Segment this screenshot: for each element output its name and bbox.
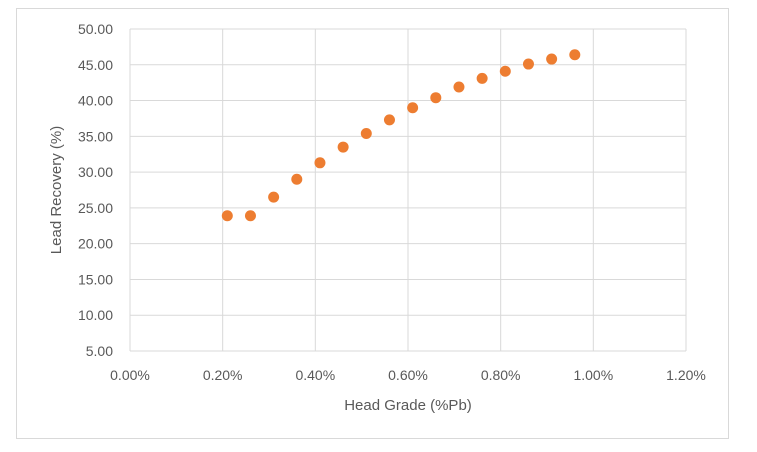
- data-point: [546, 53, 558, 65]
- chart-frame: [16, 8, 729, 439]
- data-point: [476, 72, 488, 84]
- data-point: [337, 141, 349, 153]
- y-tick-label: 15.00: [78, 271, 113, 287]
- x-axis-title: Head Grade (%Pb): [344, 397, 472, 414]
- x-tick-label: 1.20%: [666, 367, 706, 383]
- y-axis-tick-labels: 5.00 10.00 15.00 20.00 25.00 30.00 35.00 40.00 4…: [78, 21, 113, 359]
- x-axis-tick-labels: 0.00% 0.20% 0.40% 0.60% 0.80% 1.00% 1.20%: [110, 367, 706, 383]
- data-point: [522, 58, 534, 70]
- data-point: [314, 157, 326, 169]
- x-tick-label: 0.00%: [110, 367, 150, 383]
- data-point: [569, 49, 581, 61]
- data-point: [360, 127, 372, 139]
- y-tick-label: 5.00: [86, 343, 113, 359]
- y-tick-label: 40.00: [78, 93, 113, 109]
- x-tick-label: 0.80%: [481, 367, 521, 383]
- x-tick-label: 1.00%: [573, 367, 613, 383]
- data-point: [383, 114, 395, 126]
- data-point: [244, 210, 256, 222]
- data-point: [407, 102, 419, 114]
- data-point: [453, 81, 465, 93]
- data-point: [430, 92, 442, 104]
- x-tick-label: 0.20%: [203, 367, 243, 383]
- y-tick-label: 25.00: [78, 200, 113, 216]
- x-tick-label: 0.60%: [388, 367, 428, 383]
- gridlines: [129, 28, 687, 352]
- data-point: [221, 210, 233, 222]
- y-tick-label: 35.00: [78, 128, 113, 144]
- y-tick-label: 50.00: [78, 21, 113, 37]
- data-point: [499, 65, 511, 77]
- y-tick-label: 20.00: [78, 236, 113, 252]
- y-tick-label: 30.00: [78, 164, 113, 180]
- data-points: [221, 49, 581, 222]
- y-axis-title: Lead Recovery (%): [48, 126, 65, 254]
- data-point: [291, 173, 303, 185]
- y-tick-label: 45.00: [78, 57, 113, 73]
- x-tick-label: 0.40%: [295, 367, 335, 383]
- data-point: [268, 191, 280, 203]
- y-tick-label: 10.00: [78, 307, 113, 323]
